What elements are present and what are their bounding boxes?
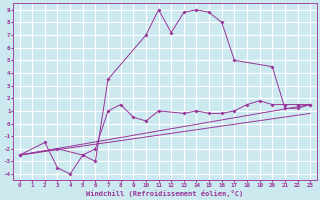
X-axis label: Windchill (Refroidissement éolien,°C): Windchill (Refroidissement éolien,°C) (86, 190, 244, 197)
